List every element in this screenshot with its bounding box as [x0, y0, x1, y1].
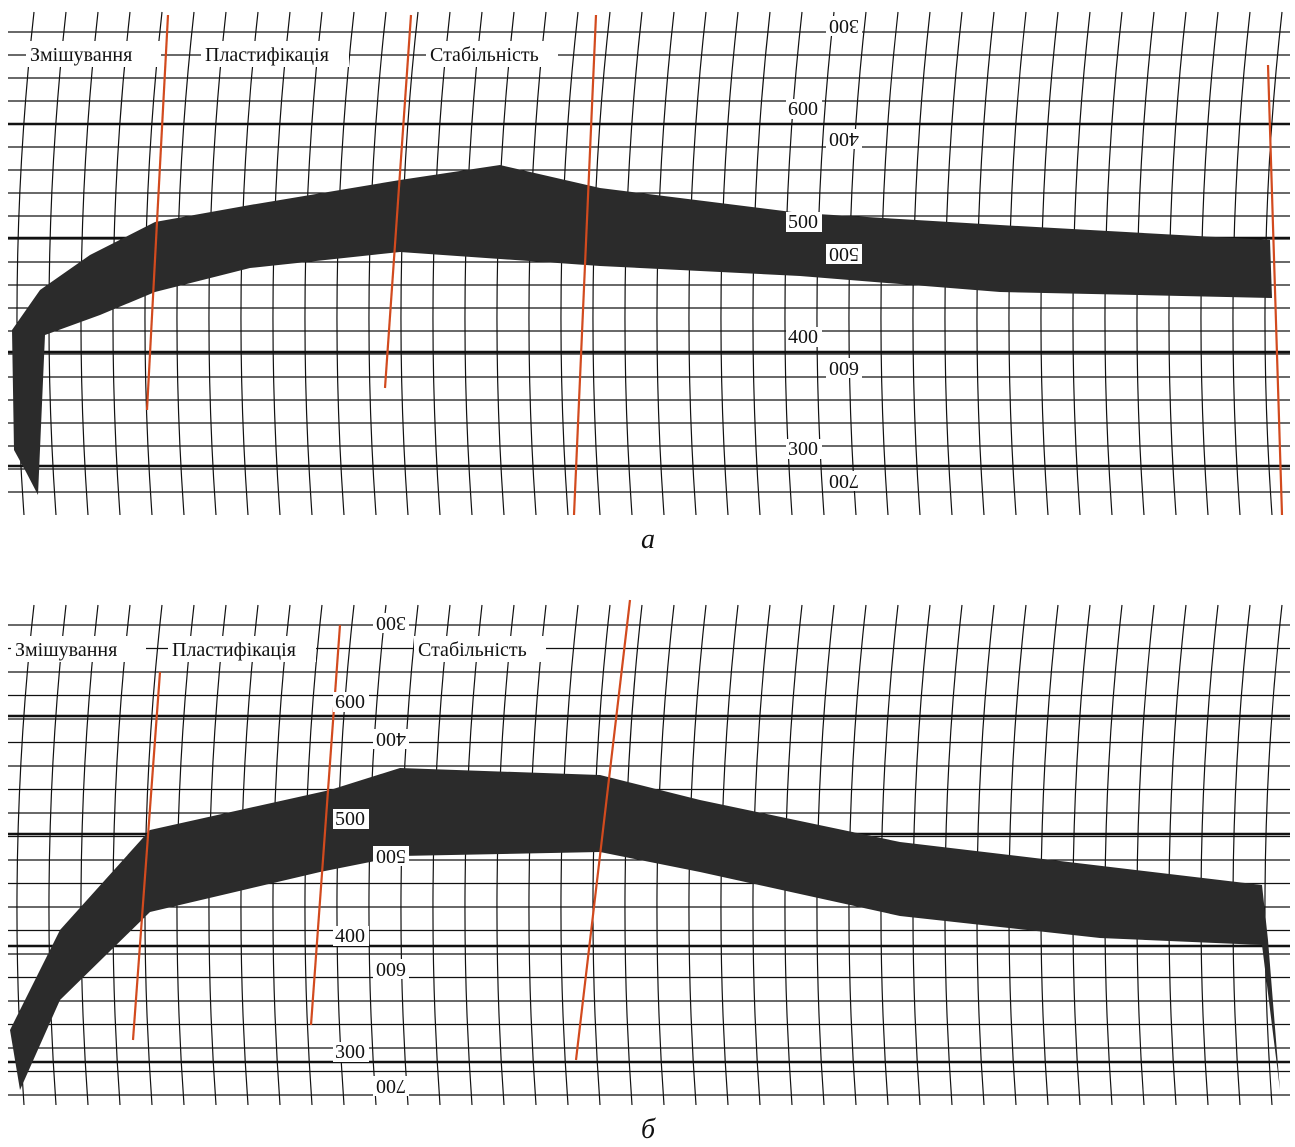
- grid-curve: [1040, 604, 1059, 1106]
- label-bg: [373, 959, 409, 979]
- scale-label-inverted: 300: [829, 15, 859, 37]
- grid-curve: [496, 11, 515, 516]
- grid-curve: [336, 11, 355, 516]
- label-bg: [826, 471, 862, 491]
- phase-line: [131, 671, 162, 1041]
- grid-curve: [1264, 604, 1283, 1106]
- scale-label-inverted: 400: [376, 728, 406, 750]
- label-bg: [414, 636, 546, 662]
- grid-curve: [1136, 604, 1155, 1106]
- phase-line: [383, 14, 413, 389]
- label-bg: [426, 41, 558, 67]
- label-bg: [786, 99, 822, 119]
- phase-label: Стабільність: [418, 639, 527, 661]
- grid-curve: [80, 604, 99, 1106]
- label-bg: [826, 244, 862, 264]
- grid-curve: [496, 604, 515, 1106]
- grid-curve: [368, 11, 387, 516]
- label-bg: [786, 327, 822, 347]
- scale-label: 300: [788, 438, 818, 460]
- label-bg: [333, 926, 369, 946]
- label-bg: [786, 439, 822, 459]
- label-bg: [333, 809, 369, 829]
- panel-caption: а: [641, 524, 655, 555]
- grid-curve: [528, 11, 547, 516]
- label-bg: [826, 358, 862, 378]
- scale-label: 400: [335, 925, 365, 947]
- scale-label: 500: [788, 211, 818, 233]
- grid-curve: [560, 604, 579, 1106]
- phase-line: [1266, 64, 1284, 516]
- scale-label-inverted: 300: [376, 612, 406, 634]
- grid-curve: [592, 604, 611, 1106]
- label-bg: [333, 692, 369, 712]
- grid-curve: [304, 11, 323, 516]
- grid-curve: [1200, 604, 1219, 1106]
- phase-label: Пластифікація: [205, 44, 329, 66]
- grid-curve: [464, 604, 483, 1106]
- grid-curve: [560, 11, 579, 516]
- grid-curve: [1232, 604, 1251, 1106]
- panel-caption: б: [641, 1114, 656, 1145]
- phase-label: Пластифікація: [172, 639, 296, 661]
- scale-label-inverted: 700: [376, 1075, 406, 1097]
- label-bg: [11, 636, 146, 662]
- trace-band: [12, 165, 1272, 495]
- phase-line: [309, 624, 342, 1026]
- scale-label-inverted: 500: [829, 243, 859, 265]
- panel-b: Змішування Пластифікація Стабільність 600 50…: [8, 599, 1290, 1145]
- phase-line: [145, 14, 170, 411]
- label-bg: [826, 129, 862, 149]
- scale-label-inverted: 700: [829, 470, 859, 492]
- label-bg: [373, 846, 409, 866]
- scale-label-inverted: 500: [376, 845, 406, 867]
- trace-band: [10, 768, 1280, 1090]
- grid-curve: [400, 11, 419, 516]
- label-bg: [373, 613, 409, 633]
- grid-curve: [48, 11, 67, 516]
- scale-label: 300: [335, 1041, 365, 1063]
- phase-label: Змішування: [15, 639, 117, 661]
- label-bg: [26, 41, 161, 67]
- scale-label-inverted: 400: [829, 128, 859, 150]
- grid-curve: [112, 604, 131, 1106]
- phase-line: [574, 599, 632, 1061]
- label-bg: [168, 636, 316, 662]
- grid-curve: [1072, 604, 1091, 1106]
- grid-curve: [1168, 604, 1187, 1106]
- grid-curve: [464, 11, 483, 516]
- grid-curve: [1008, 604, 1027, 1106]
- label-bg: [786, 212, 822, 232]
- panel-a: Змішування Пластифікація Стабільність 600 50…: [8, 11, 1290, 555]
- phase-line: [572, 14, 598, 516]
- label-bg: [373, 729, 409, 749]
- grid-curve: [432, 11, 451, 516]
- label-bg: [201, 41, 349, 67]
- grid-curve: [1104, 604, 1123, 1106]
- grid-curve: [528, 604, 547, 1106]
- scale-label: 500: [335, 808, 365, 830]
- scale-label: 400: [788, 326, 818, 348]
- scale-label: 600: [788, 98, 818, 120]
- scale-label-inverted: 600: [376, 958, 406, 980]
- scale-label: 600: [335, 691, 365, 713]
- phase-label: Стабільність: [430, 44, 539, 66]
- label-bg: [333, 1042, 369, 1062]
- scale-label-inverted: 600: [829, 357, 859, 379]
- grid-curve: [48, 604, 67, 1106]
- label-bg: [373, 1076, 409, 1096]
- label-bg: [826, 16, 862, 36]
- phase-label: Змішування: [30, 44, 132, 66]
